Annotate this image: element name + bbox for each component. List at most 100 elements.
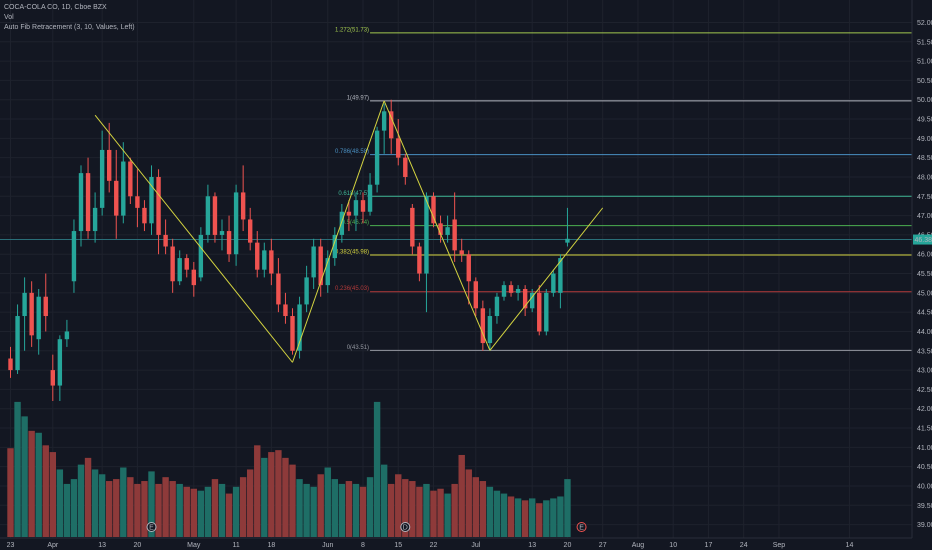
- volume-bar: [564, 479, 571, 537]
- volume-bar: [493, 490, 501, 537]
- time-tick-label: Jun: [322, 542, 333, 549]
- volume-bar: [197, 490, 205, 537]
- candle-body: [325, 258, 330, 286]
- time-tick-label: 13: [528, 542, 536, 549]
- volume-bar: [416, 486, 423, 537]
- volume-bar: [84, 457, 92, 537]
- volume-bar: [338, 483, 346, 537]
- candle-body: [198, 234, 204, 278]
- price-tick-label: 49.50: [917, 117, 932, 124]
- candle-body: [78, 173, 84, 232]
- volume-bar: [204, 486, 212, 537]
- price-tick-label: 51.00: [917, 59, 932, 66]
- volume-bar: [247, 469, 254, 537]
- candle-body: [149, 176, 154, 224]
- volume-bar: [268, 452, 275, 537]
- time-tick-label: 11: [232, 542, 239, 549]
- candle-body: [15, 316, 20, 371]
- volume-bar: [472, 477, 479, 537]
- candle-body: [177, 258, 182, 282]
- candle-body: [318, 246, 323, 286]
- volume-bar: [331, 479, 338, 537]
- candle-body: [353, 200, 359, 216]
- candle-body: [248, 219, 253, 243]
- volume-bar: [134, 483, 141, 537]
- candles: [8, 99, 570, 401]
- candle-body: [50, 370, 55, 386]
- candle-body: [191, 269, 196, 286]
- volume-indicator-label[interactable]: Vol: [4, 14, 14, 21]
- event-marker[interactable]: [400, 522, 411, 532]
- volume-bar: [169, 481, 176, 537]
- time-tick-label: 27: [599, 542, 607, 549]
- volume-bar: [275, 450, 282, 537]
- symbol-title[interactable]: COCA-COLA CO, 1D, Cboe BZX: [4, 4, 107, 11]
- price-tick-label: 48.50: [917, 155, 932, 162]
- candle-body: [22, 292, 27, 317]
- price-tick-label: 50.50: [917, 78, 932, 85]
- volume-bar: [465, 469, 472, 537]
- time-tick-label: Aug: [632, 542, 645, 549]
- candle-body: [262, 250, 267, 270]
- price-tick-label: 40.50: [917, 464, 932, 471]
- time-tick-label: 20: [134, 542, 142, 549]
- candle-body: [205, 196, 211, 235]
- volume-bar: [91, 469, 99, 537]
- zigzag-lines: [94, 100, 604, 363]
- price-tick-label: 45.00: [917, 290, 932, 297]
- candle-body: [544, 292, 549, 332]
- last-price-badge: 46.38: [913, 234, 932, 245]
- volume-bar: [282, 457, 289, 537]
- candle-body: [156, 176, 161, 235]
- candle-body: [64, 331, 70, 340]
- candle-body: [445, 227, 450, 235]
- candle-body: [170, 246, 175, 282]
- volume-bar: [113, 479, 120, 537]
- candle-body: [43, 296, 48, 317]
- fib-level-label: 0.786(48.58): [335, 149, 369, 155]
- volume-bar: [141, 481, 148, 537]
- fib-level-label: 0.618(47.5): [338, 191, 369, 197]
- volume-bar: [451, 483, 458, 537]
- candle-body: [417, 246, 422, 274]
- volume-bar: [239, 477, 247, 537]
- volume-bar: [373, 401, 381, 537]
- candle-body: [233, 192, 239, 255]
- candle-body: [36, 296, 41, 340]
- candle-body: [29, 292, 34, 336]
- candle-body: [184, 258, 189, 270]
- time-tick-label: Jul: [471, 542, 480, 549]
- volume-bar: [430, 490, 437, 537]
- time-axis[interactable]: 23 Apr 13 20 May 11 18 Jun 8 15 22 Jul 13 20 27 Aug 10 17…: [7, 542, 854, 549]
- price-tick-label: 49.00: [917, 136, 932, 143]
- candle-body: [389, 111, 394, 139]
- volume-bar: [56, 469, 64, 537]
- volume-bar: [550, 498, 557, 537]
- volume-bar: [359, 486, 367, 537]
- candle-body: [403, 157, 408, 177]
- volume-bar: [261, 457, 268, 537]
- candle-body: [424, 196, 429, 274]
- volume-bar: [232, 486, 240, 537]
- fib-indicator-label[interactable]: Auto Fib Retracement (3, 10, Values, Lef…: [4, 24, 135, 31]
- candle-body: [283, 304, 288, 317]
- volume-bar: [7, 448, 14, 537]
- candle-body: [508, 285, 514, 293]
- fib-level-label: 1.272(51.73): [335, 27, 369, 33]
- zigzag-segment: [292, 100, 385, 363]
- volume-bar: [21, 416, 28, 537]
- price-tick-label: 45.50: [917, 271, 932, 278]
- time-tick-label: 14: [846, 542, 854, 549]
- volume-bar: [402, 479, 409, 537]
- candle-body: [452, 219, 457, 251]
- event-marker[interactable]: [146, 522, 157, 532]
- price-tick-label: 39.00: [917, 522, 932, 529]
- time-tick-label: Apr: [47, 542, 59, 549]
- candle-body: [551, 273, 556, 293]
- event-marker[interactable]: [576, 522, 587, 532]
- time-tick-label: 15: [394, 542, 402, 549]
- fib-levels: 1.272(51.73) 1(49.97) 0.786(48.58) 0.618(47…: [0, 27, 912, 351]
